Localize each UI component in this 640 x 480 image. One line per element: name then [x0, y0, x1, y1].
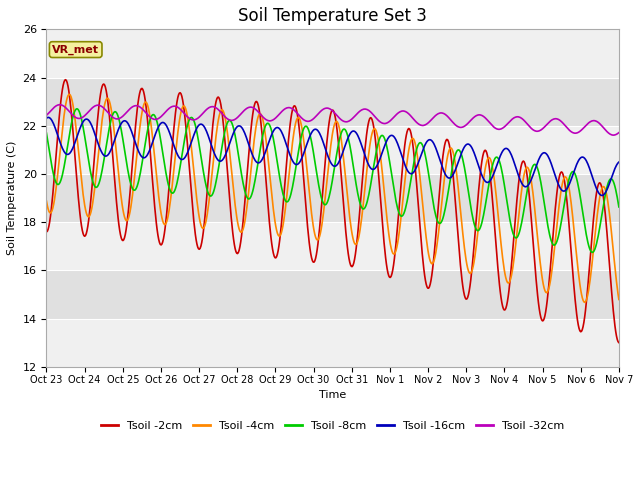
X-axis label: Time: Time	[319, 390, 346, 400]
Tsoil -2cm	[171, 118, 179, 123]
Tsoil -16cm	[54, 132, 61, 138]
Tsoil -8cm	[43, 130, 51, 136]
Tsoil -4cm	[615, 297, 623, 302]
Bar	[47, 319, 619, 367]
Tsoil -16cm	[44, 115, 52, 120]
Line: Tsoil -16cm: Tsoil -16cm	[47, 118, 619, 195]
Tsoil -8cm	[171, 188, 179, 193]
Bar	[47, 174, 619, 222]
Tsoil -4cm	[66, 92, 74, 97]
Tsoil -32cm	[420, 122, 428, 128]
Tsoil -32cm	[609, 132, 617, 138]
Line: Tsoil -4cm: Tsoil -4cm	[47, 95, 619, 302]
Tsoil -32cm	[403, 109, 411, 115]
Tsoil -32cm	[113, 116, 120, 122]
Tsoil -2cm	[53, 143, 61, 148]
Text: VR_met: VR_met	[52, 45, 99, 55]
Tsoil -4cm	[580, 300, 588, 305]
Tsoil -16cm	[615, 159, 623, 165]
Tsoil -2cm	[615, 340, 623, 346]
Tsoil -4cm	[171, 159, 179, 165]
Tsoil -32cm	[171, 103, 179, 109]
Bar	[47, 271, 619, 319]
Tsoil -16cm	[598, 192, 606, 198]
Line: Tsoil -32cm: Tsoil -32cm	[47, 105, 619, 135]
Tsoil -4cm	[420, 213, 428, 219]
Tsoil -4cm	[43, 198, 51, 204]
Title: Soil Temperature Set 3: Soil Temperature Set 3	[238, 7, 427, 25]
Tsoil -8cm	[53, 181, 61, 187]
Tsoil -32cm	[201, 108, 209, 114]
Tsoil -2cm	[403, 129, 411, 134]
Tsoil -32cm	[56, 102, 64, 108]
Tsoil -16cm	[420, 144, 428, 150]
Tsoil -4cm	[403, 159, 411, 165]
Tsoil -4cm	[201, 223, 209, 228]
Bar	[47, 126, 619, 174]
Tsoil -16cm	[171, 145, 179, 151]
Tsoil -2cm	[61, 77, 69, 83]
Tsoil -8cm	[420, 146, 428, 152]
Tsoil -4cm	[113, 151, 120, 157]
Tsoil -32cm	[615, 130, 623, 135]
Bar	[47, 77, 619, 126]
Tsoil -4cm	[53, 179, 61, 185]
Line: Tsoil -2cm: Tsoil -2cm	[47, 80, 619, 343]
Tsoil -8cm	[403, 198, 411, 204]
Tsoil -8cm	[201, 177, 209, 183]
Y-axis label: Soil Temperature (C): Soil Temperature (C)	[7, 141, 17, 255]
Tsoil -16cm	[403, 167, 411, 173]
Tsoil -32cm	[43, 112, 51, 118]
Bar	[47, 222, 619, 271]
Tsoil -16cm	[43, 115, 51, 121]
Tsoil -8cm	[73, 106, 81, 112]
Legend: Tsoil -2cm, Tsoil -4cm, Tsoil -8cm, Tsoil -16cm, Tsoil -32cm: Tsoil -2cm, Tsoil -4cm, Tsoil -8cm, Tsoi…	[97, 417, 568, 435]
Tsoil -32cm	[53, 103, 61, 108]
Bar	[47, 29, 619, 77]
Tsoil -8cm	[615, 204, 623, 210]
Tsoil -16cm	[201, 125, 209, 131]
Tsoil -2cm	[43, 229, 51, 235]
Tsoil -16cm	[113, 132, 120, 137]
Tsoil -2cm	[201, 215, 209, 220]
Line: Tsoil -8cm: Tsoil -8cm	[47, 109, 619, 252]
Tsoil -2cm	[420, 266, 428, 272]
Tsoil -8cm	[589, 250, 596, 255]
Tsoil -2cm	[113, 200, 120, 205]
Tsoil -8cm	[113, 110, 120, 116]
